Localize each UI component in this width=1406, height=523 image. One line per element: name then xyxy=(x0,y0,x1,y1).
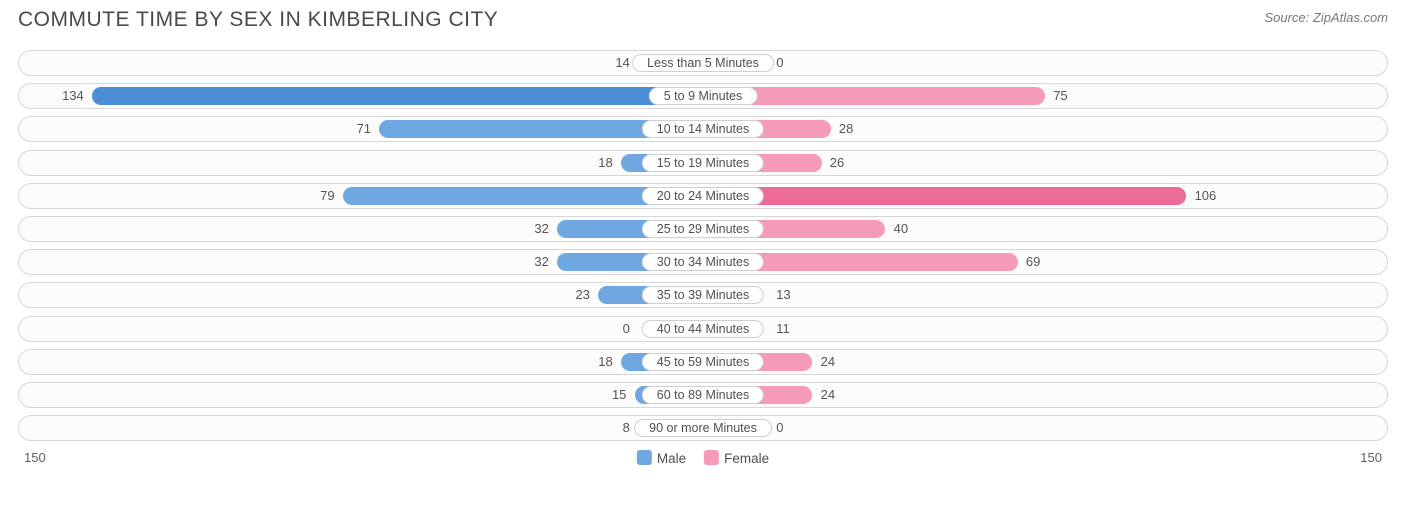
category-label: 90 or more Minutes xyxy=(634,419,772,437)
value-male: 71 xyxy=(357,117,371,141)
category-label: 45 to 59 Minutes xyxy=(642,353,764,371)
value-male: 18 xyxy=(598,151,612,175)
category-label: 10 to 14 Minutes xyxy=(642,120,764,138)
value-male: 15 xyxy=(612,383,626,407)
chart-source: Source: ZipAtlas.com xyxy=(1264,8,1388,25)
chart-container: COMMUTE TIME BY SEX IN KIMBERLING CITY S… xyxy=(0,0,1406,523)
value-male: 0 xyxy=(623,317,630,341)
value-female: 0 xyxy=(776,51,783,75)
value-male: 18 xyxy=(598,350,612,374)
chart-row: 32 69 30 to 34 Minutes xyxy=(18,249,1388,275)
value-female: 106 xyxy=(1195,184,1217,208)
chart-row: 79 106 20 to 24 Minutes xyxy=(18,183,1388,209)
category-label: Less than 5 Minutes xyxy=(632,54,774,72)
axis-left-max: 150 xyxy=(24,450,46,465)
legend-item-male: Male xyxy=(637,450,686,466)
category-label: 5 to 9 Minutes xyxy=(649,87,758,105)
category-label: 60 to 89 Minutes xyxy=(642,386,764,404)
chart-row: 32 40 25 to 29 Minutes xyxy=(18,216,1388,242)
legend-label-male: Male xyxy=(657,451,686,466)
category-label: 20 to 24 Minutes xyxy=(642,187,764,205)
chart-row: 0 11 40 to 44 Minutes xyxy=(18,316,1388,342)
value-female: 11 xyxy=(776,317,790,341)
value-male: 14 xyxy=(615,51,629,75)
chart-row: 18 24 45 to 59 Minutes xyxy=(18,349,1388,375)
value-female: 40 xyxy=(894,217,908,241)
value-female: 69 xyxy=(1026,250,1040,274)
value-male: 32 xyxy=(534,250,548,274)
legend: Male Female xyxy=(637,450,769,466)
value-male: 32 xyxy=(534,217,548,241)
value-female: 24 xyxy=(821,350,835,374)
value-male: 134 xyxy=(62,84,84,108)
chart-title: COMMUTE TIME BY SEX IN KIMBERLING CITY xyxy=(18,8,498,32)
category-label: 40 to 44 Minutes xyxy=(642,320,764,338)
bar-male xyxy=(92,87,703,105)
category-label: 30 to 34 Minutes xyxy=(642,253,764,271)
x-axis: 150 Male Female 150 xyxy=(18,448,1388,465)
value-female: 24 xyxy=(821,383,835,407)
value-male: 23 xyxy=(575,283,589,307)
chart-row: 23 13 35 to 39 Minutes xyxy=(18,282,1388,308)
value-female: 13 xyxy=(776,283,790,307)
legend-item-female: Female xyxy=(704,450,769,466)
chart-row: 14 0Less than 5 Minutes xyxy=(18,50,1388,76)
value-male: 8 xyxy=(623,416,630,440)
category-label: 35 to 39 Minutes xyxy=(642,286,764,304)
diverging-bar-chart: 140Less than 5 Minutes134755 to 9 Minute… xyxy=(18,50,1388,441)
legend-swatch-male xyxy=(637,450,652,465)
axis-right-max: 150 xyxy=(1360,450,1382,465)
legend-swatch-female xyxy=(704,450,719,465)
chart-row: 71 28 10 to 14 Minutes xyxy=(18,116,1388,142)
category-label: 25 to 29 Minutes xyxy=(642,220,764,238)
chart-header: COMMUTE TIME BY SEX IN KIMBERLING CITY S… xyxy=(18,8,1388,32)
value-female: 26 xyxy=(830,151,844,175)
legend-label-female: Female xyxy=(724,451,769,466)
chart-row: 15 24 60 to 89 Minutes xyxy=(18,382,1388,408)
chart-row: 18 26 15 to 19 Minutes xyxy=(18,150,1388,176)
bar-female xyxy=(703,187,1186,205)
value-male: 79 xyxy=(320,184,334,208)
value-female: 75 xyxy=(1053,84,1067,108)
chart-row: 8 090 or more Minutes xyxy=(18,415,1388,441)
value-female: 28 xyxy=(839,117,853,141)
value-female: 0 xyxy=(776,416,783,440)
chart-row: 134 75 5 to 9 Minutes xyxy=(18,83,1388,109)
category-label: 15 to 19 Minutes xyxy=(642,154,764,172)
